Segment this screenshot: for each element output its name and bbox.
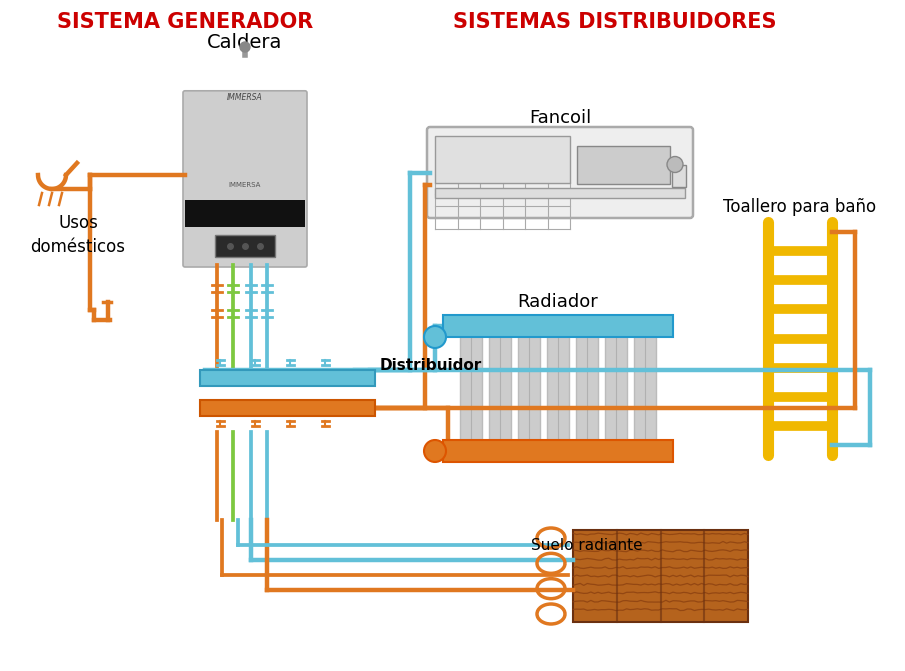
Bar bbox=[489, 315, 511, 440]
Bar bbox=[576, 315, 598, 440]
Circle shape bbox=[424, 440, 446, 462]
Text: Fancoil: Fancoil bbox=[529, 109, 591, 127]
FancyBboxPatch shape bbox=[427, 127, 693, 218]
Bar bbox=[200, 370, 375, 386]
Bar bbox=[443, 315, 673, 337]
Bar bbox=[547, 315, 569, 440]
Bar bbox=[435, 136, 570, 183]
Circle shape bbox=[667, 156, 683, 172]
Bar bbox=[518, 315, 540, 440]
Bar bbox=[460, 315, 482, 440]
Text: Distribuidor: Distribuidor bbox=[380, 358, 482, 372]
FancyBboxPatch shape bbox=[183, 91, 307, 267]
Bar bbox=[605, 315, 627, 440]
Bar bbox=[577, 146, 670, 183]
Text: Toallero para baño: Toallero para baño bbox=[723, 198, 877, 216]
Bar bbox=[200, 400, 375, 416]
Text: Radiador: Radiador bbox=[518, 293, 598, 311]
Bar bbox=[573, 530, 748, 622]
Text: SISTEMAS DISTRIBUIDORES: SISTEMAS DISTRIBUIDORES bbox=[453, 12, 776, 32]
Text: IMMERSA: IMMERSA bbox=[229, 182, 262, 188]
Bar bbox=[634, 315, 656, 440]
Bar bbox=[185, 200, 305, 227]
Text: Caldera: Caldera bbox=[207, 34, 282, 52]
Circle shape bbox=[424, 326, 446, 348]
Bar bbox=[443, 440, 673, 462]
Text: SISTEMA GENERADOR: SISTEMA GENERADOR bbox=[57, 12, 313, 32]
Text: Suelo radiante: Suelo radiante bbox=[531, 537, 643, 552]
Bar bbox=[672, 165, 686, 187]
Bar bbox=[215, 236, 275, 257]
Text: Usos
domésticos: Usos domésticos bbox=[31, 214, 126, 256]
Circle shape bbox=[240, 42, 250, 52]
Text: IMMERSA: IMMERSA bbox=[227, 93, 262, 101]
Bar bbox=[435, 188, 685, 197]
